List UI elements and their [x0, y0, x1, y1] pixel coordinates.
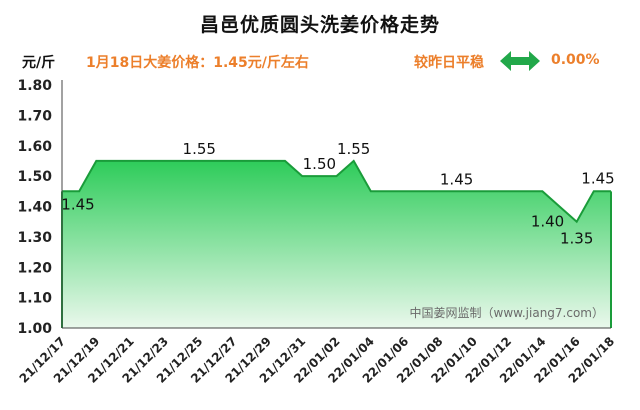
y-tick-label: 1.80	[17, 78, 52, 94]
data-label: 1.55	[183, 140, 216, 158]
double-arrow-icon	[500, 51, 540, 71]
y-tick-label: 1.70	[17, 108, 52, 124]
price-series-line	[62, 159, 611, 224]
watermark: 中国姜网监制（www.jiang7.com）	[410, 305, 604, 320]
change-value: 0.00%	[551, 52, 600, 68]
y-tick-label: 1.40	[17, 200, 52, 216]
y-tick-label: 1.30	[17, 230, 52, 246]
y-tick-label: 1.00	[17, 321, 52, 337]
data-label: 1.40	[531, 213, 564, 231]
data-label: 1.45	[440, 170, 473, 188]
price-area-fill	[62, 160, 611, 328]
data-label: 1.45	[61, 195, 94, 213]
compare-label: 较昨日平稳	[414, 55, 484, 71]
y-tick-label: 1.20	[17, 260, 52, 276]
y-unit-label: 元/斤	[22, 55, 56, 71]
y-tick-label: 1.50	[17, 169, 52, 185]
price-note: 1月18日大姜价格：1.45元/斤左右	[86, 55, 309, 71]
y-tick-label: 1.60	[17, 139, 52, 155]
data-label: 1.35	[560, 230, 593, 248]
data-label: 1.45	[581, 169, 614, 187]
chart-title: 昌邑优质圆头洗姜价格走势	[199, 14, 440, 36]
data-label: 1.50	[303, 155, 336, 173]
y-tick-label: 1.10	[17, 291, 52, 307]
data-label: 1.55	[337, 140, 370, 158]
